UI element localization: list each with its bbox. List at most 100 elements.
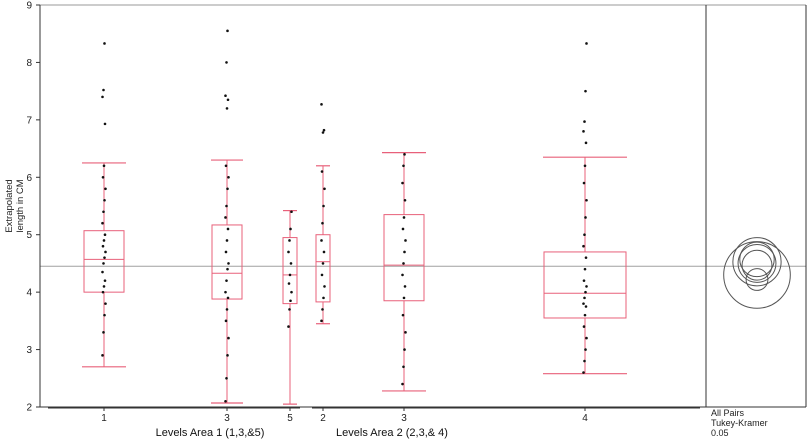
comparison-label-line: Tukey-Kramer [711, 418, 768, 428]
data-point [288, 308, 291, 311]
data-point [585, 336, 588, 340]
data-point [102, 239, 106, 242]
data-point [320, 273, 324, 277]
category-label: 5 [287, 413, 293, 424]
data-point [102, 262, 105, 265]
data-point [287, 325, 290, 328]
data-point [104, 250, 107, 254]
y-tick-label: 4 [26, 288, 32, 299]
data-point [101, 175, 105, 179]
data-point [582, 130, 585, 133]
data-point [584, 348, 587, 351]
y-tick-label: 8 [26, 58, 32, 69]
comparison-circle [745, 268, 769, 291]
data-point [102, 285, 106, 288]
data-point [102, 331, 105, 334]
data-point [227, 262, 230, 265]
data-point [401, 273, 404, 277]
comparison-circle [737, 243, 777, 283]
data-point [224, 290, 227, 294]
data-point [403, 198, 407, 202]
data-point [322, 296, 325, 300]
data-point [402, 296, 406, 300]
data-point [226, 296, 230, 300]
data-point [320, 103, 323, 106]
data-point [101, 244, 105, 248]
y-tick-label: 6 [26, 173, 32, 184]
comparison-circle [741, 249, 773, 281]
data-point [401, 313, 405, 317]
data-point [320, 239, 323, 242]
data-point [102, 164, 106, 168]
data-point [226, 98, 230, 102]
data-point [582, 302, 585, 305]
data-point [583, 267, 587, 271]
data-point [224, 399, 227, 403]
data-point [225, 239, 229, 242]
data-point [225, 107, 229, 110]
box-plot-5 [382, 151, 426, 392]
data-point [103, 313, 106, 317]
data-point [227, 336, 230, 340]
data-point [104, 302, 107, 305]
data-point [582, 244, 585, 248]
data-point [321, 308, 324, 311]
data-point [585, 285, 588, 288]
data-point [287, 250, 290, 254]
box-plot-3 [282, 209, 298, 405]
data-point [104, 187, 107, 191]
data-point [101, 95, 104, 99]
iqr-box [211, 224, 243, 300]
plot-frame [39, 4, 807, 408]
data-point [322, 128, 326, 132]
y-axis-label-line: Extrapolated [4, 179, 15, 232]
data-point [225, 308, 229, 311]
data-point [224, 164, 228, 168]
y-tick-label: 3 [26, 345, 32, 356]
data-point [288, 273, 292, 277]
data-point [225, 204, 228, 208]
data-point [584, 305, 588, 308]
data-point [227, 175, 230, 179]
data-point [103, 233, 107, 237]
data-point [225, 376, 228, 380]
comparison-circle [723, 241, 791, 309]
comparison-label-line: All Pairs [711, 408, 745, 418]
data-point [402, 262, 405, 265]
iqr-box [543, 251, 627, 319]
comparison-label-line: 0.05 [711, 428, 729, 438]
data-point [585, 42, 588, 45]
data-point [290, 210, 293, 214]
data-point [103, 198, 106, 202]
data-point [583, 233, 586, 237]
y-tick-label: 7 [26, 115, 32, 126]
data-point [101, 354, 104, 357]
y-axis-label-line: length in CM [15, 179, 26, 232]
data-point [401, 382, 404, 386]
x-axis-categories: 1 3 5 2 3 4 Levels Area 1 (1,3,&5) Levels Area … [48, 407, 700, 439]
data-point [323, 187, 326, 191]
data-point [402, 164, 405, 168]
y-tick-label: 5 [26, 230, 32, 241]
data-point [582, 371, 585, 374]
data-point [583, 359, 586, 363]
category-label: 2 [320, 413, 326, 424]
data-point [103, 279, 107, 282]
data-point [583, 120, 586, 123]
data-point [584, 89, 587, 93]
group-label: Levels Area 1 (1,3,&5) [156, 427, 265, 439]
data-point [224, 94, 227, 98]
data-point [287, 282, 291, 285]
data-point [289, 299, 292, 303]
data-point [583, 313, 587, 317]
data-point [403, 153, 406, 156]
data-point [402, 365, 405, 369]
data-point [401, 181, 404, 185]
data-point [103, 122, 107, 126]
data-point [401, 227, 405, 231]
data-point [320, 319, 323, 323]
category-label: 1 [101, 413, 107, 424]
y-axis-label: Extrapolatedlength in CM [4, 179, 26, 232]
data-point [582, 181, 586, 185]
